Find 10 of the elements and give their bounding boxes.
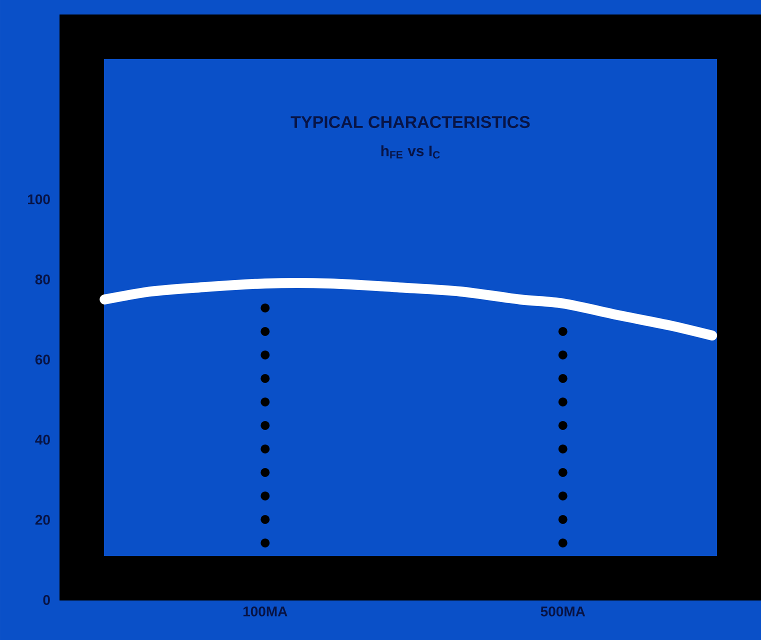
y-tick-label: 20 bbox=[35, 514, 50, 525]
y-tick-label: 100 bbox=[28, 194, 50, 204]
text: TYPICAL CHARACTERISTICS bbox=[290, 116, 530, 128]
y-tick-label: 40 bbox=[35, 434, 50, 445]
x-tick-label: 500MA bbox=[540, 606, 586, 616]
y-tick-label: 80 bbox=[35, 274, 50, 284]
text: h$_{FE}$ vs I$_{C}$ bbox=[381, 145, 440, 159]
x-tick-label: 100MA bbox=[243, 606, 288, 616]
y-tick-label: 0 bbox=[43, 595, 50, 605]
y-tick-label: 60 bbox=[35, 354, 50, 365]
